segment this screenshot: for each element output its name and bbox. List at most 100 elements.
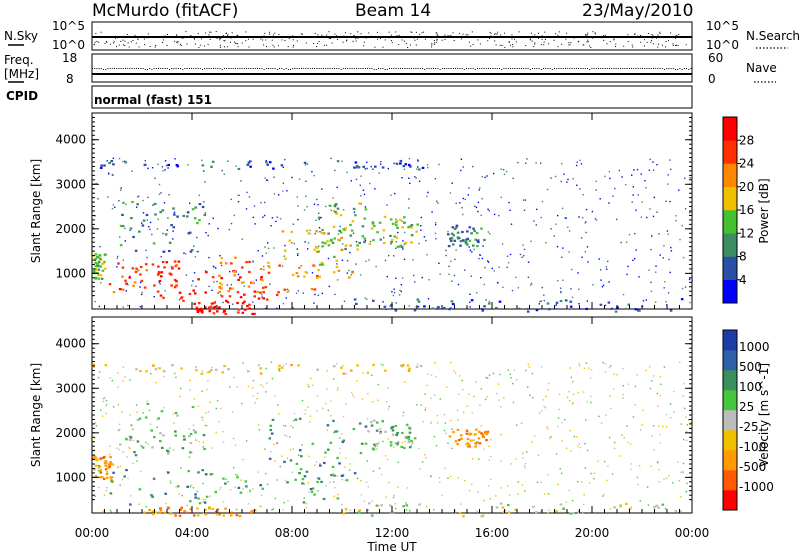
- echo-cell: [457, 439, 461, 442]
- speckle-cell: [486, 175, 488, 177]
- nave-dot: [688, 69, 690, 70]
- nsearch-dot: [203, 45, 205, 47]
- nsearch-dot: [494, 40, 496, 42]
- echo-cell: [94, 265, 98, 268]
- echo-cell: [109, 456, 112, 459]
- echo-cell: [315, 246, 319, 249]
- speckle-cell: [640, 216, 643, 218]
- echo-cell: [477, 240, 480, 244]
- speckle-cell: [553, 235, 555, 237]
- echo-cell: [167, 163, 170, 167]
- echo-cell: [408, 367, 411, 370]
- echo-cell: [242, 281, 245, 284]
- speckle-cell: [193, 398, 196, 400]
- echo-cell: [335, 212, 339, 215]
- speckle-cell: [418, 242, 420, 245]
- speckle-cell: [257, 424, 260, 426]
- speckle-cell: [435, 376, 437, 378]
- speckle-cell: [673, 411, 675, 413]
- speckle-cell: [285, 297, 287, 299]
- nsearch-dot: [209, 38, 211, 40]
- speckle-cell: [578, 216, 580, 218]
- echo-cell: [259, 367, 262, 370]
- echo-cell: [237, 278, 240, 281]
- speckle-cell: [489, 498, 491, 500]
- echo-cell: [214, 490, 217, 494]
- speckle-cell: [411, 443, 413, 445]
- echo-cell: [225, 299, 228, 302]
- speckle-cell: [386, 401, 388, 403]
- beam-title: Beam 14: [355, 1, 431, 21]
- speckle-cell: [540, 481, 542, 483]
- speckle-cell: [382, 364, 384, 366]
- nave-dot: [516, 68, 518, 69]
- nsearch-dot: [674, 37, 676, 39]
- echo-cell: [216, 310, 219, 313]
- speckle-cell: [555, 223, 557, 225]
- echo-cell: [407, 226, 410, 229]
- speckle-cell: [141, 293, 143, 296]
- nsearch-dot: [553, 39, 555, 41]
- echo-cell: [354, 214, 357, 217]
- nsearch-dot: [557, 34, 559, 36]
- echo-cell: [322, 232, 326, 235]
- echo-cell: [256, 290, 259, 294]
- nsky-tick-top: 10^5: [52, 19, 85, 33]
- echo-cell: [133, 281, 137, 284]
- speckle-cell: [237, 201, 240, 203]
- speckle-cell: [234, 444, 237, 446]
- speckle-cell: [254, 223, 256, 225]
- speckle-cell: [593, 477, 595, 480]
- speckle-cell: [170, 482, 172, 484]
- speckle-cell: [101, 415, 104, 417]
- speckle-cell: [204, 270, 207, 272]
- speckle-cell: [562, 247, 564, 249]
- speckle-cell: [419, 468, 421, 470]
- nsearch-dot: [594, 33, 596, 35]
- x-tick-label: 04:00: [175, 526, 210, 540]
- speckle-cell: [454, 258, 456, 261]
- speckle-cell: [631, 201, 633, 203]
- nave-dot: [131, 68, 133, 69]
- echo-cell: [253, 312, 256, 315]
- nsearch-dot: [467, 34, 469, 36]
- nave-dot: [114, 68, 115, 69]
- echo-cell: [160, 271, 164, 274]
- speckle-cell: [124, 376, 126, 378]
- speckle-cell: [212, 217, 214, 219]
- nsearch-dot: [634, 33, 636, 35]
- speckle-cell: [319, 231, 321, 233]
- speckle-cell: [174, 158, 176, 160]
- speckle-cell: [649, 387, 652, 390]
- echo-cell: [269, 428, 273, 432]
- speckle-cell: [287, 500, 289, 502]
- echo-cell: [383, 305, 387, 308]
- nsearch-dot: [590, 46, 592, 48]
- speckle-cell: [393, 162, 395, 165]
- speckle-cell: [203, 201, 205, 203]
- nave-dot: [620, 68, 621, 69]
- speckle-cell: [485, 376, 487, 379]
- echo-cell: [165, 261, 169, 264]
- speckle-cell: [630, 506, 633, 509]
- speckle-cell: [117, 372, 119, 374]
- nsearch-dot: [199, 44, 201, 46]
- speckle-cell: [420, 216, 422, 219]
- speckle-cell: [597, 460, 599, 462]
- speckle-cell: [94, 300, 96, 303]
- speckle-cell: [527, 386, 529, 388]
- speckle-cell: [336, 279, 339, 281]
- echo-cell: [363, 237, 367, 240]
- echo-cell: [407, 438, 411, 441]
- nave-dot: [404, 68, 406, 69]
- nsearch-dot: [236, 43, 238, 45]
- nsearch-dot: [162, 39, 164, 41]
- cpid-value: normal (fast) 151: [94, 93, 212, 107]
- speckle-cell: [657, 461, 659, 463]
- speckle-cell: [356, 477, 359, 479]
- nsearch-dot: [120, 40, 122, 42]
- echo-cell: [410, 234, 414, 237]
- speckle-cell: [378, 428, 381, 430]
- speckle-cell: [451, 447, 453, 450]
- nsearch-dot: [587, 34, 589, 36]
